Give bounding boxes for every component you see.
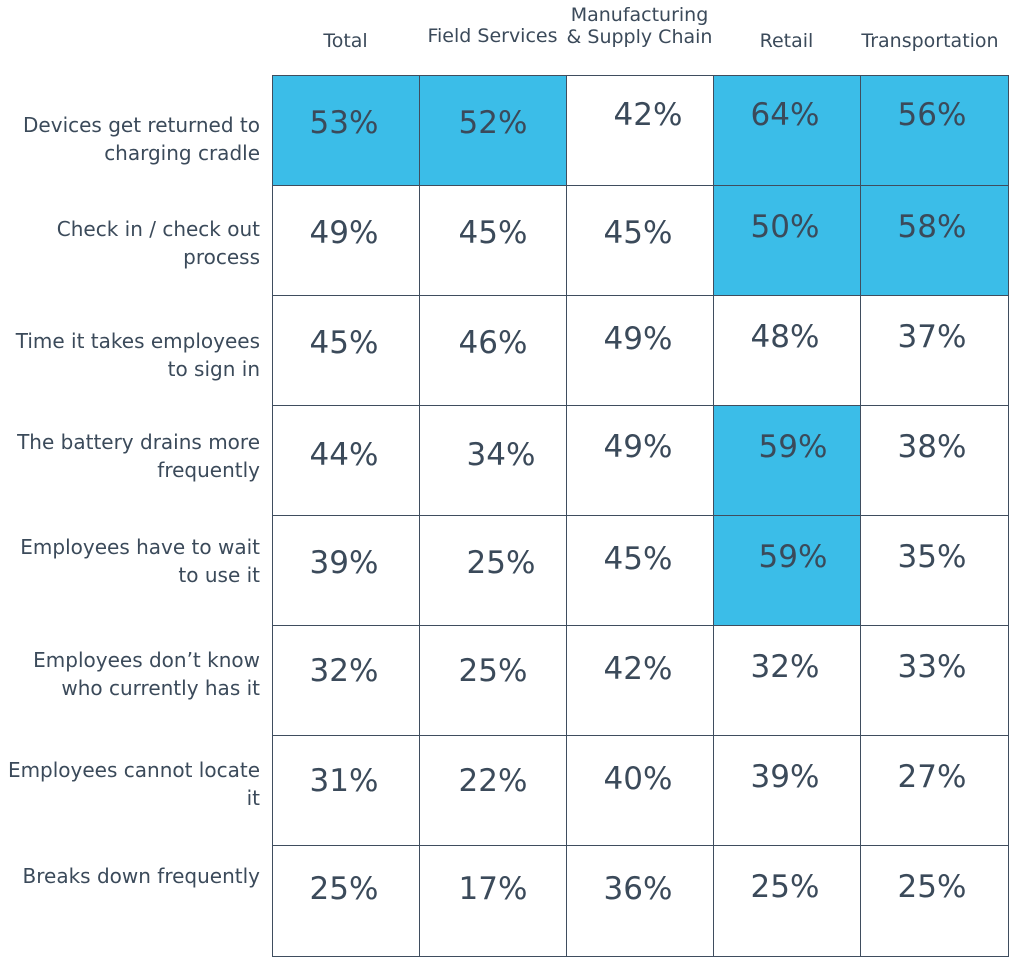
cell-value: 35% — [897, 539, 967, 575]
table-cell — [713, 185, 862, 297]
column-header: Total — [323, 30, 368, 52]
cell-value: 44% — [309, 437, 379, 473]
table-cell — [419, 185, 568, 297]
cell-value: 45% — [309, 325, 379, 361]
table-cell — [566, 625, 715, 737]
table-cell — [713, 405, 862, 517]
table-cell — [860, 515, 1009, 627]
table-cell — [419, 845, 568, 957]
cell-value: 37% — [897, 319, 967, 355]
cell-value: 42% — [603, 651, 673, 687]
row-label: Employees don’t know who currently has i… — [33, 648, 260, 700]
cell-value: 64% — [750, 97, 820, 133]
cell-value: 48% — [750, 319, 820, 355]
cell-value: 58% — [897, 209, 967, 245]
column-header: Transportation — [861, 30, 999, 52]
cell-value: 45% — [458, 215, 528, 251]
cell-value: 22% — [458, 763, 528, 799]
table-cell — [860, 405, 1009, 517]
table-cell — [860, 75, 1009, 187]
cell-value: 45% — [603, 215, 673, 251]
cell-value: 45% — [603, 541, 673, 577]
table-cell — [713, 75, 862, 187]
row-label: Check in / check out process — [56, 217, 260, 269]
column-header: Retail — [759, 30, 814, 52]
cell-value: 59% — [758, 429, 828, 465]
table-cell — [272, 185, 421, 297]
cell-value: 39% — [750, 759, 820, 795]
table-cell — [860, 185, 1009, 297]
cell-value: 49% — [603, 429, 673, 465]
row-label: Employees cannot locate it — [7, 758, 260, 810]
cell-value: 42% — [613, 97, 683, 133]
table-cell — [566, 185, 715, 297]
table-cell — [713, 735, 862, 847]
cell-value: 38% — [897, 429, 967, 465]
cell-value: 25% — [466, 545, 536, 581]
cell-value: 46% — [458, 325, 528, 361]
table-cell — [713, 845, 862, 957]
table-cell — [566, 845, 715, 957]
cell-value: 32% — [750, 649, 820, 685]
cell-value: 49% — [603, 321, 673, 357]
table-cell — [860, 625, 1009, 737]
table-cell — [419, 625, 568, 737]
column-header: Field Services — [427, 25, 558, 47]
table-cell — [860, 295, 1009, 407]
table-cell — [566, 515, 715, 627]
cell-value: 25% — [458, 653, 528, 689]
cell-value: 56% — [897, 97, 967, 133]
table-cell — [566, 295, 715, 407]
cell-value: 52% — [458, 105, 528, 141]
row-label: The battery drains more frequently — [17, 430, 260, 482]
cell-value: 53% — [309, 105, 379, 141]
cell-value: 34% — [466, 437, 536, 473]
cell-value: 49% — [309, 215, 379, 251]
row-label: Time it takes employees to sign in — [15, 329, 260, 381]
cell-value: 27% — [897, 759, 967, 795]
row-label: Devices get returned to charging cradle — [23, 113, 260, 165]
row-label: Employees have to wait to use it — [20, 535, 260, 587]
table-cell — [860, 735, 1009, 847]
table-cell — [860, 845, 1009, 957]
table-cell — [713, 625, 862, 737]
cell-value: 36% — [603, 871, 673, 907]
table-cell — [419, 75, 568, 187]
table-cell — [272, 75, 421, 187]
cell-value: 25% — [897, 869, 967, 905]
cell-value: 40% — [603, 761, 673, 797]
column-header: Manufacturing & Supply Chain — [566, 4, 713, 48]
cell-value: 32% — [309, 653, 379, 689]
table-cell — [272, 845, 421, 957]
cell-value: 17% — [458, 871, 528, 907]
cell-value: 50% — [750, 209, 820, 245]
cell-value: 31% — [309, 763, 379, 799]
cell-value: 25% — [309, 871, 379, 907]
cell-value: 59% — [758, 539, 828, 575]
cell-value: 39% — [309, 545, 379, 581]
table-cell — [272, 515, 421, 627]
cell-value: 33% — [897, 649, 967, 685]
table-cell — [566, 405, 715, 517]
cell-value: 25% — [750, 869, 820, 905]
row-label: Breaks down frequently — [22, 864, 260, 888]
table-cell — [419, 405, 568, 517]
table-cell — [272, 405, 421, 517]
table-cell — [419, 295, 568, 407]
